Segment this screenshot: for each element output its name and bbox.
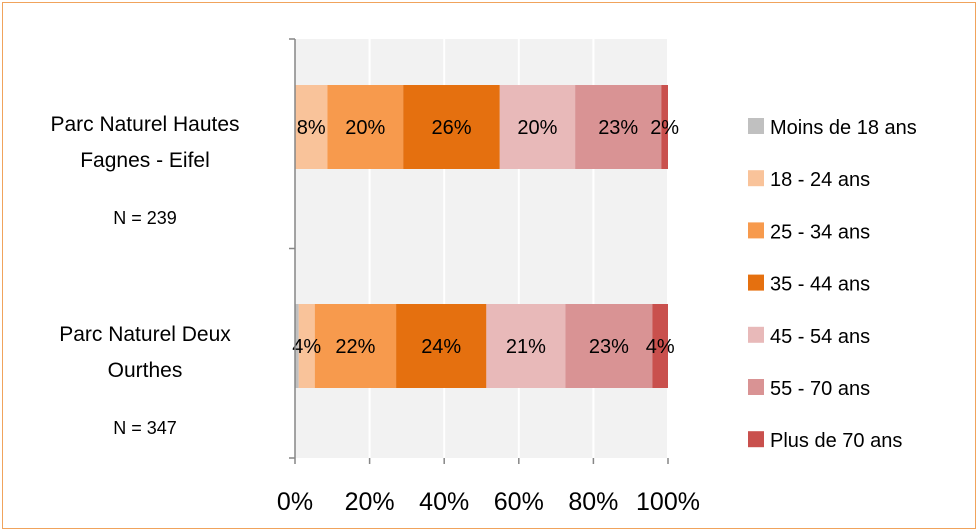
bar-segment <box>314 304 397 388</box>
data-label: 23% <box>598 117 638 139</box>
category-label: Parc Naturel Hautes <box>50 113 239 136</box>
legend-label: 45 - 54 ans <box>770 326 870 348</box>
bar-segment <box>295 304 299 388</box>
bars <box>295 85 668 388</box>
legend-swatch <box>748 222 764 239</box>
data-label: 2% <box>650 117 679 139</box>
category-n-label: N = 347 <box>113 418 177 438</box>
data-label: 23% <box>589 336 629 358</box>
bar-segment <box>499 85 576 169</box>
x-tick-label: 20% <box>345 488 395 516</box>
legend-swatch <box>748 274 764 291</box>
legend-swatch <box>748 431 764 448</box>
data-label: 24% <box>421 336 461 358</box>
bar-segment <box>298 304 315 388</box>
bar-segment <box>575 85 662 169</box>
category-label: Parc Naturel Deux <box>59 323 231 346</box>
data-label: 20% <box>345 117 385 139</box>
legend-swatch <box>748 379 764 395</box>
x-tick-label: 60% <box>494 488 544 516</box>
bar-segment <box>652 304 668 388</box>
legend-label: Plus de 70 ans <box>770 430 902 452</box>
data-label: 4% <box>292 336 321 358</box>
legend: Moins de 18 ans 18 - 24 ans 25 - 34 ans 35 … <box>748 117 917 452</box>
data-label: 4% <box>646 336 675 358</box>
legend-label: 25 - 34 ans <box>770 221 870 243</box>
data-labels: 8% 20% 26% 20% 23% 2% 4% 22% 24% 21% 23% 4% <box>292 117 679 358</box>
bar-segment <box>295 85 328 169</box>
x-tick-label: 80% <box>568 488 618 516</box>
bar-segment <box>486 304 566 388</box>
legend-swatch <box>748 326 764 343</box>
bar-segment <box>396 304 487 388</box>
x-tick-label: 100% <box>636 488 700 516</box>
category-labels: Parc Naturel Hautes Fagnes - Eifel N = 239… <box>50 113 239 438</box>
x-tick-labels: 0% 20% 40% 60% 80% 100% <box>277 488 700 516</box>
axes <box>289 38 669 464</box>
category-label: Ourthes <box>108 359 183 382</box>
legend-label: 18 - 24 ans <box>770 169 870 191</box>
category-label: Fagnes - Eifel <box>80 149 210 172</box>
legend-label: 55 - 70 ans <box>770 378 870 400</box>
data-label: 20% <box>517 117 557 139</box>
legend-swatch <box>748 118 764 134</box>
legend-swatch <box>748 170 764 187</box>
bar-segment <box>661 85 668 169</box>
legend-label: Moins de 18 ans <box>770 117 917 139</box>
bar-segment <box>565 304 653 388</box>
bar-segment <box>327 85 404 169</box>
data-label: 22% <box>335 336 375 358</box>
data-label: 26% <box>431 117 471 139</box>
stacked-bar-chart: 8% 20% 26% 20% 23% 2% 4% 22% 24% 21% 23% 4% 0% 20% 40… <box>50 38 917 516</box>
data-label: 8% <box>297 117 326 139</box>
bar-segment <box>403 85 500 169</box>
x-tick-label: 0% <box>277 488 313 516</box>
data-label: 21% <box>506 336 546 358</box>
category-n-label: N = 239 <box>113 208 177 228</box>
legend-label: 35 - 44 ans <box>770 274 870 296</box>
x-tick-label: 40% <box>419 488 469 516</box>
